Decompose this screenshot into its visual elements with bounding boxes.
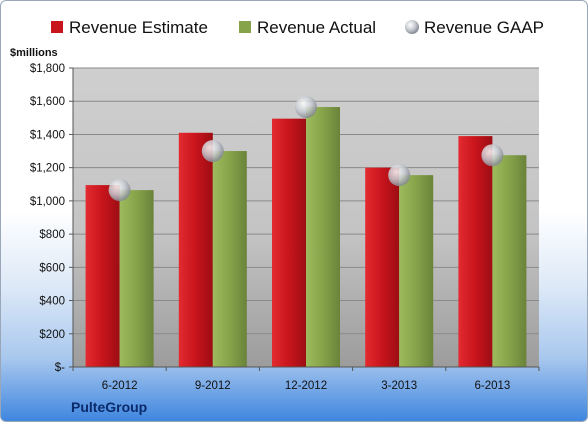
legend: Revenue Estimate Revenue Actual Revenue GA… (51, 18, 544, 37)
gaap-markers (108, 96, 504, 202)
y-tick-label: $1,400 (30, 129, 65, 141)
bar-revenue-estimate (85, 185, 120, 367)
bar-revenue-estimate (365, 167, 400, 367)
marker-revenue-gaap (201, 140, 224, 163)
y-tick-label: $1,800 (30, 63, 65, 75)
x-tick-label: 6-2013 (474, 380, 510, 392)
bar-revenue-actual (492, 155, 527, 367)
y-tick-label: $600 (39, 262, 65, 274)
bar-revenue-actual (212, 151, 247, 367)
y-tick-label: $400 (39, 296, 65, 308)
x-tick-label: 3-2013 (381, 380, 417, 392)
bars (85, 107, 527, 368)
y-axis: $- $200 $400 $600 $800 $1,000 $1,200 $1,400 $1,6… (30, 63, 74, 374)
y-tick-label: $800 (39, 229, 65, 241)
marker-revenue-gaap (295, 96, 317, 119)
bar-revenue-actual (119, 190, 154, 367)
legend-swatch (405, 20, 419, 34)
y-tick-label: $200 (39, 329, 65, 341)
x-tick-label: 12-2012 (285, 380, 327, 392)
x-axis: 6-2012 9-2012 12-2012 3-2013 6-2013 (72, 366, 540, 392)
marker-revenue-gaap (388, 164, 411, 187)
y-tick-label: $1,000 (30, 196, 65, 208)
y-tick-label: $1,600 (30, 96, 65, 108)
bar-revenue-estimate (458, 136, 493, 367)
legend-label: Revenue Actual (257, 18, 376, 37)
bar-revenue-actual (399, 175, 434, 367)
legend-swatch (239, 21, 251, 33)
bar-revenue-estimate (178, 132, 213, 367)
legend-label: Revenue GAAP (424, 18, 544, 37)
y-tick-label: $- (55, 362, 65, 374)
x-tick-label: 6-2012 (102, 380, 138, 392)
legend-swatch (51, 21, 63, 33)
bar-revenue-estimate (272, 118, 306, 368)
x-tick-label: 9-2012 (195, 380, 231, 392)
company-name: PulteGroup (71, 399, 147, 415)
marker-revenue-gaap (481, 144, 504, 167)
legend-label: Revenue Estimate (69, 18, 208, 37)
y-tick-label: $1,200 (30, 163, 65, 175)
unit-label: $millions (10, 47, 58, 59)
marker-revenue-gaap (108, 179, 131, 202)
bar-revenue-actual (306, 107, 340, 368)
